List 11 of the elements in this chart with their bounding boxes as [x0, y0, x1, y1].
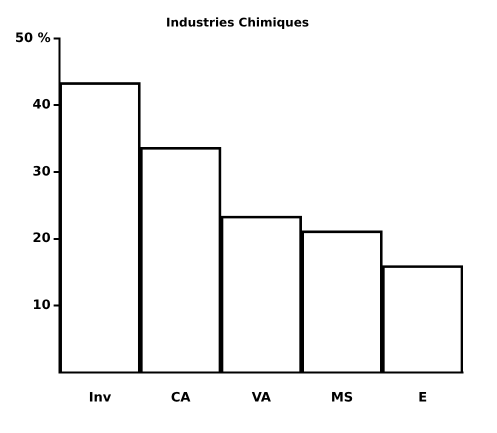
x-tick-label: E: [418, 390, 428, 406]
x-tick-label: Inv: [88, 390, 112, 406]
y-tick-label: 20: [32, 231, 51, 246]
y-tick-label: 10: [32, 298, 51, 313]
y-tick-label: 30: [32, 164, 51, 180]
x-tick-label: CA: [170, 390, 190, 406]
y-tick-label: 40: [32, 98, 51, 113]
x-tick-label: VA: [252, 390, 271, 406]
chart-title: Industries Chimiques: [166, 15, 310, 30]
x-tick-label: MS: [330, 390, 354, 406]
y-tick-label: 50 %: [14, 30, 51, 46]
